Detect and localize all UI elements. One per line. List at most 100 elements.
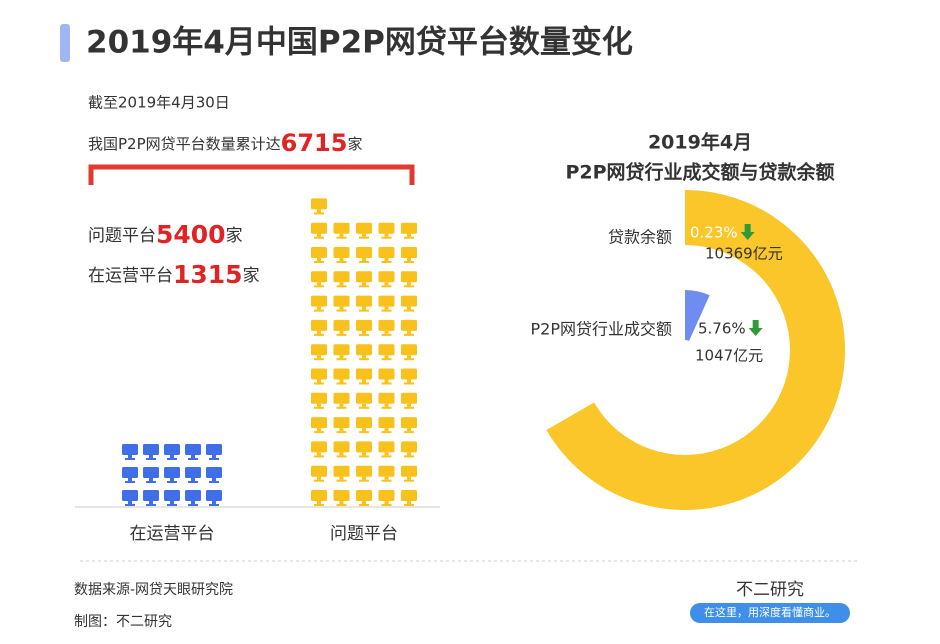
x-tick-label: 问题平台: [330, 524, 398, 544]
icon-stand: [362, 501, 366, 504]
icon-base: [359, 285, 369, 288]
icon-screen: [311, 271, 327, 283]
icon-screen: [378, 295, 395, 307]
icon-screen: [378, 368, 395, 380]
icon-screen: [401, 247, 417, 258]
icon-base: [336, 261, 347, 263]
icon-base: [314, 333, 324, 336]
icon-stand: [317, 306, 321, 310]
icon-stand: [339, 428, 344, 432]
icon-stand: [384, 476, 389, 480]
icon-base: [359, 455, 369, 458]
icon-base: [404, 358, 414, 361]
icon-base: [146, 481, 156, 483]
slogan: 在这里，用深度看懂商业。: [704, 605, 836, 619]
icon-stand: [362, 233, 366, 237]
icon-stand: [317, 282, 321, 286]
icon-base: [381, 236, 392, 239]
icon-base: [146, 458, 156, 460]
icon-base: [209, 458, 219, 460]
icon-base: [381, 333, 392, 336]
icon-screen: [164, 467, 180, 478]
icon-stand: [384, 403, 389, 407]
icon-stand: [362, 258, 366, 261]
icon-base: [359, 333, 369, 336]
statement-unit: 家: [226, 226, 243, 246]
icon-base: [209, 481, 219, 483]
icon-screen: [356, 490, 372, 501]
icon-base: [404, 504, 414, 506]
icon-screen: [356, 465, 372, 477]
icon-screen: [206, 467, 222, 478]
icon-stand: [384, 282, 389, 286]
icon-stand: [407, 330, 411, 334]
icon-screen: [378, 222, 395, 234]
icon-stand: [407, 501, 411, 504]
icon-base: [336, 431, 347, 434]
icon-stand: [317, 258, 321, 261]
icon-screen: [401, 271, 417, 283]
icon-base: [404, 309, 414, 312]
icon-base: [314, 261, 324, 263]
title-accent: [60, 24, 70, 62]
icon-stand: [362, 330, 366, 334]
icon-stand: [212, 455, 216, 458]
icon-base: [359, 309, 369, 312]
icon-base: [314, 236, 324, 239]
icon-stand: [339, 355, 344, 359]
icon-screen: [311, 490, 327, 501]
icon-base: [381, 382, 392, 385]
icon-screen: [356, 368, 372, 380]
icon-stand: [384, 233, 389, 237]
icon-base: [314, 212, 324, 215]
icon-screen: [164, 444, 180, 455]
icon-stand: [149, 455, 153, 458]
icon-screen: [311, 247, 327, 258]
statement-unit: 家: [243, 266, 260, 286]
icon-base: [188, 481, 198, 483]
statement-value: 5400: [156, 220, 226, 249]
icon-base: [404, 236, 414, 239]
icon-stand: [339, 330, 344, 334]
icon-screen: [333, 319, 350, 331]
icon-screen: [311, 392, 327, 404]
icon-stand: [384, 258, 389, 261]
icon-stand: [407, 233, 411, 237]
icon-screen: [333, 417, 350, 429]
icon-screen: [311, 344, 327, 356]
icon-screen: [356, 441, 372, 453]
icon-base: [381, 358, 392, 361]
icon-screen: [401, 417, 417, 429]
icon-base: [336, 406, 347, 409]
icon-base: [125, 458, 135, 460]
icon-screen: [122, 444, 138, 455]
category-label: 贷款余额: [608, 228, 672, 247]
icon-stand: [362, 428, 366, 432]
category-label: P2P网贷行业成交额: [531, 320, 672, 339]
icon-stand: [317, 209, 321, 213]
brand: 不二研究: [736, 580, 804, 600]
icon-stand: [149, 478, 153, 481]
icon-stand: [362, 379, 366, 383]
icon-stand: [170, 478, 174, 481]
x-tick-label: 在运营平台: [130, 524, 215, 544]
icon-base: [167, 458, 177, 460]
icon-stand: [407, 403, 411, 407]
page-title: 2019年4月中国P2P网贷平台数量变化: [86, 25, 633, 61]
icon-screen: [378, 417, 395, 429]
icon-screen: [185, 490, 201, 501]
icon-screen: [401, 392, 417, 404]
icon-stand: [339, 306, 344, 310]
icon-base: [381, 285, 392, 288]
icon-base: [209, 504, 219, 506]
icon-screen: [401, 368, 417, 380]
icon-screen: [356, 417, 372, 429]
icon-stand: [317, 476, 321, 480]
icon-stand: [339, 501, 344, 504]
radial-bar: [685, 290, 710, 341]
icon-stand: [339, 379, 344, 383]
icon-stand: [212, 501, 216, 504]
icon-stand: [339, 476, 344, 480]
icon-screen: [143, 490, 159, 501]
icon-stand: [149, 501, 153, 504]
